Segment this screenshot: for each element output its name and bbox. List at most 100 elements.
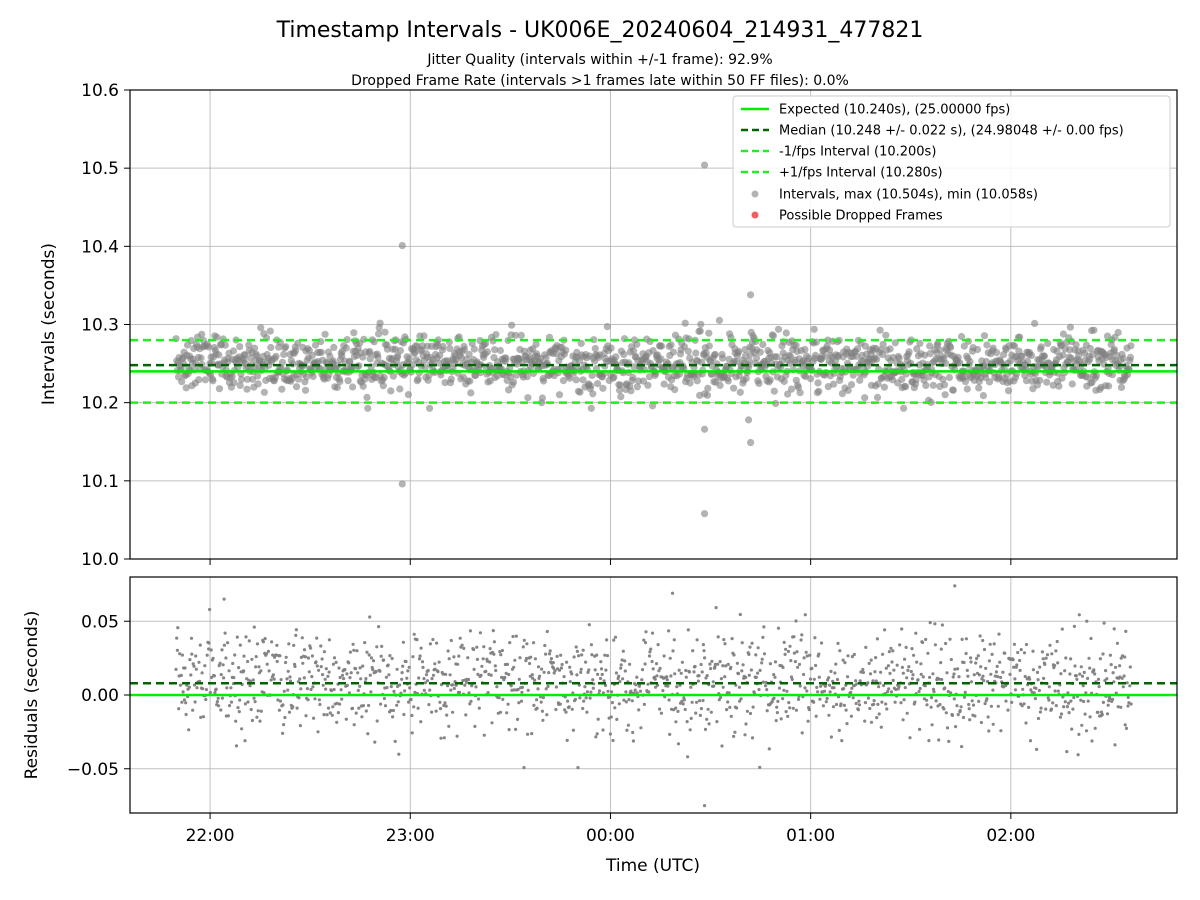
data-point (879, 670, 883, 674)
data-point (910, 647, 914, 651)
data-point (928, 675, 932, 680)
data-point (601, 691, 606, 695)
data-point (507, 672, 511, 677)
data-point (834, 662, 838, 666)
data-point (676, 742, 681, 746)
data-point (819, 684, 823, 688)
data-point (508, 321, 516, 329)
data-point (345, 683, 349, 688)
data-point (1022, 651, 1027, 655)
data-point (1037, 343, 1045, 351)
data-point (1018, 658, 1022, 663)
data-point (367, 653, 371, 657)
data-point (884, 702, 888, 706)
data-point (934, 339, 942, 347)
data-point (1108, 696, 1112, 701)
data-point (873, 393, 882, 401)
data-point (667, 341, 675, 349)
data-point (877, 712, 881, 716)
data-point (750, 736, 755, 740)
data-point (1081, 684, 1085, 688)
data-point (1114, 665, 1118, 670)
data-point (880, 700, 884, 704)
data-point (326, 706, 331, 710)
data-point (906, 668, 910, 673)
data-point (801, 345, 809, 354)
data-point (302, 676, 306, 680)
data-point (679, 671, 683, 675)
data-point (803, 613, 807, 617)
data-point (933, 622, 937, 626)
data-point (219, 708, 223, 712)
data-point (211, 656, 215, 660)
data-point (403, 689, 407, 693)
data-point (796, 697, 801, 702)
data-point (523, 373, 531, 381)
data-point (1059, 672, 1063, 676)
data-point (854, 701, 858, 706)
data-point (315, 636, 319, 640)
data-point (243, 385, 251, 393)
data-point (337, 666, 341, 670)
data-point (879, 340, 887, 348)
data-point (836, 641, 840, 646)
data-point (301, 661, 305, 665)
data-point (303, 655, 308, 659)
y-tick-label: 10.0 (81, 550, 119, 570)
data-point (542, 670, 546, 674)
data-point (981, 638, 985, 643)
data-point (735, 347, 743, 355)
data-point (744, 675, 748, 680)
data-point (940, 381, 949, 389)
intervals-scatter (172, 161, 1135, 518)
data-point (237, 666, 241, 670)
data-point (1092, 372, 1100, 380)
data-point (1047, 698, 1051, 702)
data-point (480, 664, 484, 668)
data-point (628, 662, 632, 666)
data-point (248, 684, 252, 688)
data-point (511, 331, 520, 339)
data-point (735, 661, 740, 665)
data-point (402, 712, 406, 717)
data-point (475, 645, 479, 649)
data-point (180, 653, 184, 657)
data-point (708, 662, 712, 666)
data-point (553, 669, 557, 673)
data-point (438, 700, 442, 704)
data-point (979, 392, 988, 400)
data-point (863, 701, 868, 705)
data-point (521, 645, 525, 649)
data-point (960, 745, 964, 749)
data-point (784, 710, 788, 714)
data-point (676, 709, 680, 714)
data-point (876, 326, 884, 334)
data-point (343, 336, 351, 344)
x-tick-label: 01:00 (786, 826, 835, 846)
data-point (514, 634, 518, 638)
data-point (356, 671, 360, 675)
data-point (1015, 663, 1019, 667)
data-point (1125, 681, 1129, 685)
data-point (788, 706, 792, 710)
data-point (484, 669, 488, 674)
x-tick-label: 02:00 (986, 826, 1035, 846)
data-point (655, 674, 659, 678)
data-point (500, 648, 504, 653)
data-point (493, 372, 501, 380)
data-point (774, 325, 783, 333)
data-point (726, 662, 730, 667)
data-point (861, 667, 865, 672)
data-point (447, 724, 451, 728)
data-point (788, 644, 792, 648)
data-point (985, 697, 989, 701)
data-point (330, 713, 334, 717)
data-point (842, 703, 847, 708)
data-point (533, 678, 537, 682)
data-point (292, 643, 296, 648)
data-point (382, 696, 386, 701)
data-point (447, 375, 455, 383)
data-point (605, 654, 610, 658)
data-point (1117, 383, 1126, 391)
data-point (624, 700, 628, 704)
